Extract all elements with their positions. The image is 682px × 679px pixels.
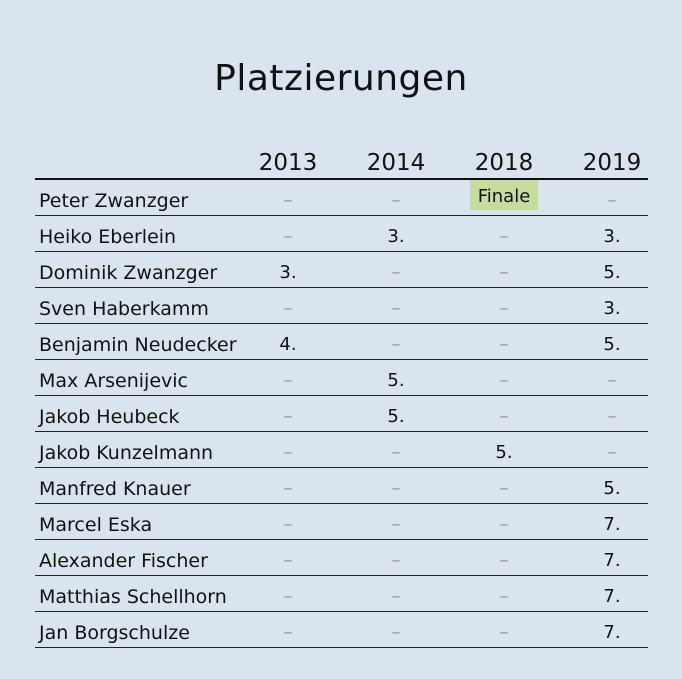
placement-cell: 4. xyxy=(279,334,297,355)
table-row: Manfred Knauer – – – 5. xyxy=(35,468,648,504)
placement-cell: 3. xyxy=(603,298,621,319)
empty-placement-cell: – xyxy=(499,370,509,391)
table-row: Jakob Kunzelmann – – 5. – xyxy=(35,432,648,468)
placement-cell: 3. xyxy=(603,226,621,247)
empty-placement-cell: – xyxy=(283,190,293,211)
empty-placement-cell: – xyxy=(391,298,401,319)
table-row: Sven Haberkamm – – – 3. xyxy=(35,288,648,324)
empty-placement-cell: – xyxy=(391,190,401,211)
placement-cell: 5. xyxy=(603,262,621,283)
placement-cell: 3. xyxy=(279,262,297,283)
person-name: Alexander Fischer xyxy=(39,549,208,572)
empty-placement-cell: – xyxy=(283,370,293,391)
empty-placement-cell: – xyxy=(391,262,401,283)
person-name: Jan Borgschulze xyxy=(39,621,190,644)
empty-placement-cell: – xyxy=(607,190,617,211)
table-row: Jakob Heubeck – 5. – – xyxy=(35,396,648,432)
finale-badge: Finale xyxy=(469,180,539,210)
empty-placement-cell: – xyxy=(283,478,293,499)
placements-table: 2013 2014 2018 2019 Peter Zwanzger – – Fina… xyxy=(35,144,648,648)
empty-placement-cell: – xyxy=(283,442,293,463)
table-row: Dominik Zwanzger 3. – – 5. xyxy=(35,252,648,288)
placement-cell: 5. xyxy=(495,442,513,463)
empty-placement-cell: – xyxy=(283,298,293,319)
table-row: Benjamin Neudecker 4. – – 5. xyxy=(35,324,648,360)
placement-cell: 5. xyxy=(603,478,621,499)
table-row: Max Arsenijevic – 5. – – xyxy=(35,360,648,396)
empty-placement-cell: – xyxy=(283,622,293,643)
empty-placement-cell: – xyxy=(607,370,617,391)
person-name: Marcel Eska xyxy=(39,513,153,536)
empty-placement-cell: – xyxy=(391,442,401,463)
table-row: Jan Borgschulze – – – 7. xyxy=(35,612,648,648)
person-name: Dominik Zwanzger xyxy=(39,261,218,284)
placement-cell: 3. xyxy=(387,226,405,247)
person-name: Sven Haberkamm xyxy=(39,297,209,320)
table-body: Peter Zwanzger – – Finale – Heiko Eberlein – 3.… xyxy=(35,180,648,648)
empty-placement-cell: – xyxy=(283,550,293,571)
column-header-year: 2013 xyxy=(258,150,318,176)
table-row: Heiko Eberlein – 3. – 3. xyxy=(35,216,648,252)
empty-placement-cell: – xyxy=(283,406,293,427)
placement-cell: 7. xyxy=(603,514,621,535)
empty-placement-cell: – xyxy=(499,514,509,535)
empty-placement-cell: – xyxy=(391,622,401,643)
column-header-year: 2014 xyxy=(366,150,426,176)
empty-placement-cell: – xyxy=(499,298,509,319)
empty-placement-cell: – xyxy=(499,226,509,247)
empty-placement-cell: – xyxy=(499,586,509,607)
person-name: Manfred Knauer xyxy=(39,477,191,500)
placement-cell: 7. xyxy=(603,550,621,571)
empty-placement-cell: – xyxy=(499,622,509,643)
person-name: Heiko Eberlein xyxy=(39,225,177,248)
table-row: Alexander Fischer – – – 7. xyxy=(35,540,648,576)
person-name: Matthias Schellhorn xyxy=(39,585,227,608)
empty-placement-cell: – xyxy=(499,478,509,499)
empty-placement-cell: – xyxy=(499,334,509,355)
table-header: 2013 2014 2018 2019 xyxy=(35,144,648,180)
empty-placement-cell: – xyxy=(391,586,401,607)
table-row: Peter Zwanzger – – Finale – xyxy=(35,180,648,216)
empty-placement-cell: – xyxy=(283,226,293,247)
empty-placement-cell: – xyxy=(391,334,401,355)
empty-placement-cell: – xyxy=(391,514,401,535)
column-header-year: 2019 xyxy=(582,150,642,176)
empty-placement-cell: – xyxy=(391,550,401,571)
table-row: Matthias Schellhorn – – – 7. xyxy=(35,576,648,612)
person-name: Max Arsenijevic xyxy=(39,369,188,392)
table-row: Marcel Eska – – – 7. xyxy=(35,504,648,540)
empty-placement-cell: – xyxy=(607,406,617,427)
column-header-year: 2018 xyxy=(474,150,534,176)
empty-placement-cell: – xyxy=(391,478,401,499)
placement-cell: 5. xyxy=(387,406,405,427)
person-name: Jakob Heubeck xyxy=(39,405,180,428)
placement-cell: 7. xyxy=(603,622,621,643)
person-name: Peter Zwanzger xyxy=(39,189,189,212)
page-title: Platzierungen xyxy=(214,58,468,99)
empty-placement-cell: – xyxy=(283,514,293,535)
placement-cell: 5. xyxy=(387,370,405,391)
empty-placement-cell: – xyxy=(499,550,509,571)
placement-cell: 5. xyxy=(603,334,621,355)
empty-placement-cell: – xyxy=(283,586,293,607)
person-name: Benjamin Neudecker xyxy=(39,333,237,356)
empty-placement-cell: – xyxy=(607,442,617,463)
empty-placement-cell: – xyxy=(499,262,509,283)
person-name: Jakob Kunzelmann xyxy=(39,441,214,464)
empty-placement-cell: – xyxy=(499,406,509,427)
placement-cell: 7. xyxy=(603,586,621,607)
placement-cell: Finale xyxy=(466,180,542,215)
